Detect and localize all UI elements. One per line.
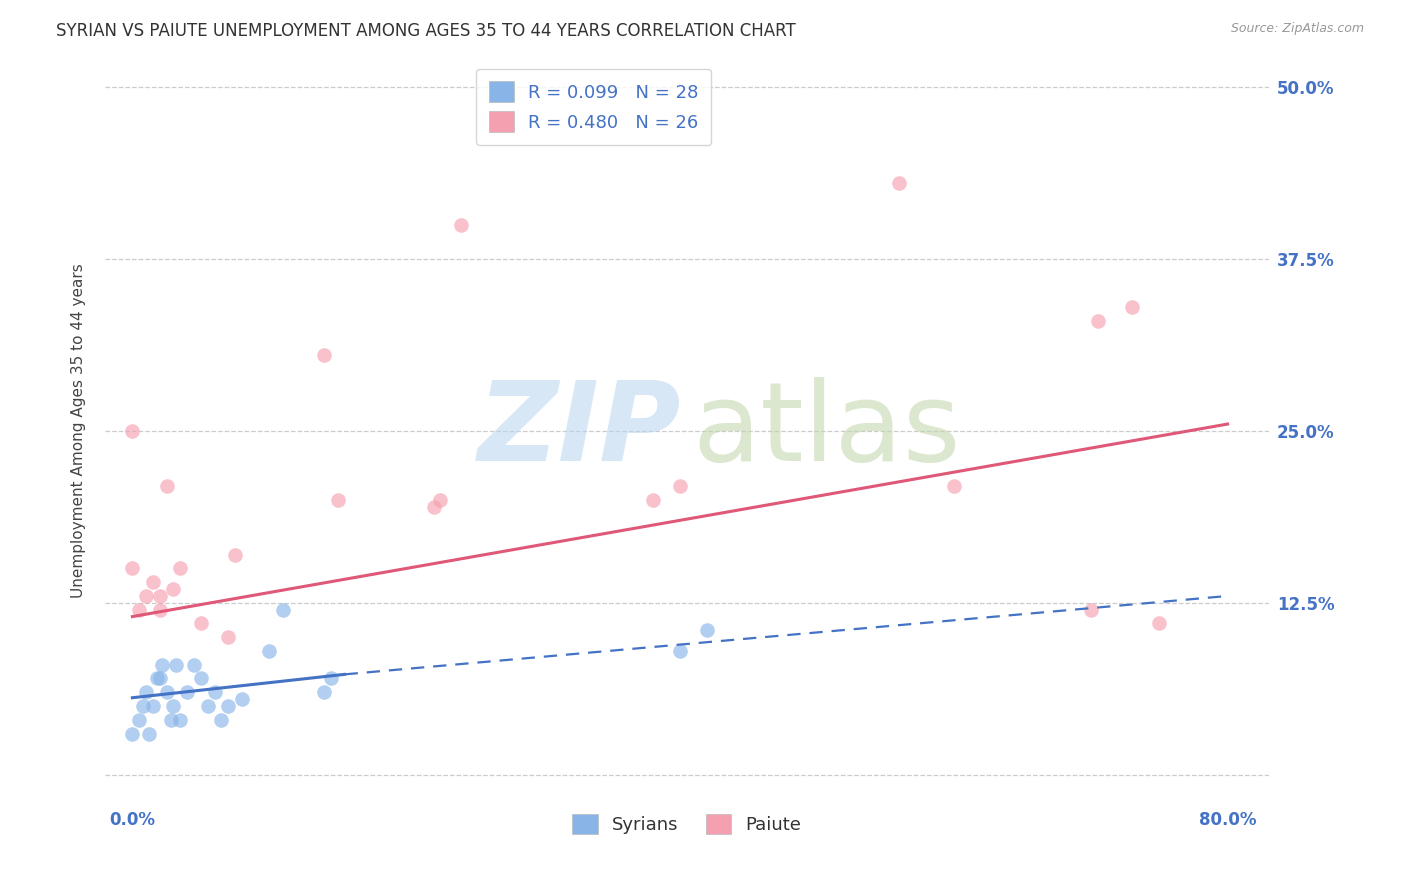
Point xyxy=(176,685,198,699)
Point xyxy=(312,685,335,699)
Point xyxy=(128,713,150,727)
Point xyxy=(165,657,187,672)
Point xyxy=(1080,603,1102,617)
Point xyxy=(319,672,342,686)
Point xyxy=(159,713,181,727)
Point xyxy=(155,685,177,699)
Point xyxy=(217,698,239,713)
Point xyxy=(190,616,212,631)
Point xyxy=(450,218,472,232)
Point xyxy=(155,479,177,493)
Point xyxy=(197,698,219,713)
Point xyxy=(162,582,184,596)
Point xyxy=(162,698,184,713)
Point xyxy=(942,479,965,493)
Point xyxy=(231,692,253,706)
Point xyxy=(149,603,172,617)
Point xyxy=(146,672,169,686)
Point xyxy=(121,726,143,740)
Point xyxy=(169,561,191,575)
Point xyxy=(669,644,692,658)
Point xyxy=(259,644,281,658)
Point xyxy=(641,492,664,507)
Point xyxy=(149,672,172,686)
Point xyxy=(152,657,174,672)
Point xyxy=(142,698,165,713)
Point xyxy=(326,492,349,507)
Text: atlas: atlas xyxy=(693,377,962,484)
Point xyxy=(312,348,335,362)
Point xyxy=(1121,300,1143,314)
Point xyxy=(1087,314,1109,328)
Point xyxy=(422,500,444,514)
Point xyxy=(669,479,692,493)
Point xyxy=(132,698,155,713)
Point xyxy=(204,685,226,699)
Point xyxy=(135,589,157,603)
Text: SYRIAN VS PAIUTE UNEMPLOYMENT AMONG AGES 35 TO 44 YEARS CORRELATION CHART: SYRIAN VS PAIUTE UNEMPLOYMENT AMONG AGES… xyxy=(56,22,796,40)
Point xyxy=(217,630,239,644)
Point xyxy=(121,561,143,575)
Point xyxy=(128,603,150,617)
Point xyxy=(142,575,165,590)
Point xyxy=(149,589,172,603)
Point xyxy=(429,492,451,507)
Point xyxy=(224,548,246,562)
Point xyxy=(696,624,718,638)
Text: ZIP: ZIP xyxy=(478,377,681,484)
Point xyxy=(271,603,294,617)
Point xyxy=(138,726,160,740)
Y-axis label: Unemployment Among Ages 35 to 44 years: Unemployment Among Ages 35 to 44 years xyxy=(72,263,86,599)
Point xyxy=(121,424,143,438)
Point xyxy=(183,657,205,672)
Text: Source: ZipAtlas.com: Source: ZipAtlas.com xyxy=(1230,22,1364,36)
Point xyxy=(190,672,212,686)
Point xyxy=(1147,616,1170,631)
Legend: Syrians, Paiute: Syrians, Paiute xyxy=(561,803,813,846)
Point xyxy=(887,177,910,191)
Point xyxy=(135,685,157,699)
Point xyxy=(169,713,191,727)
Point xyxy=(209,713,232,727)
